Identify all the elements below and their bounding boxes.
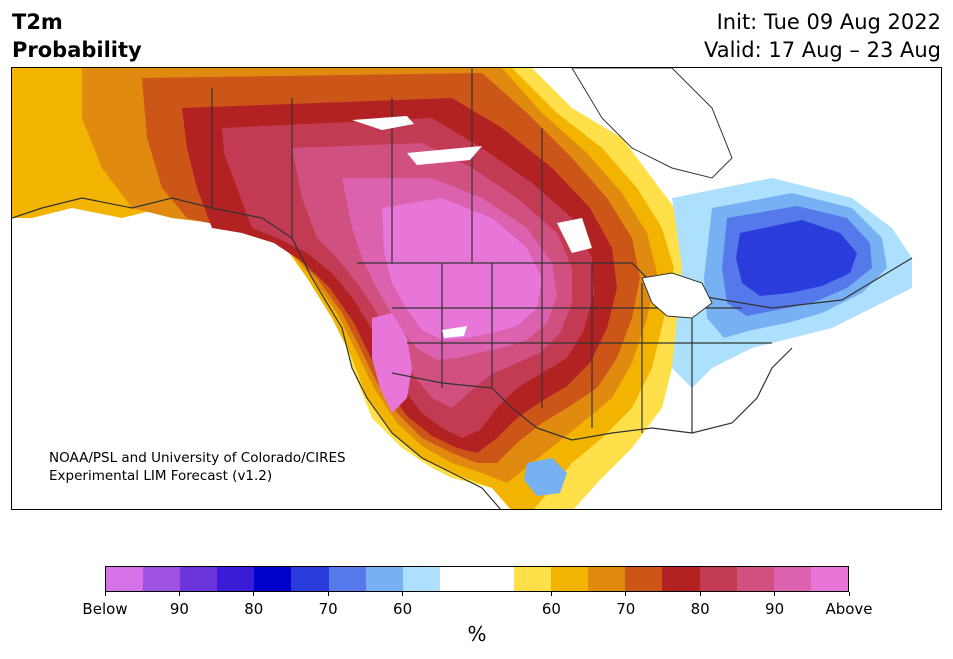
colorbar-segment — [106, 567, 144, 591]
colorbar-tick-mark — [550, 592, 552, 596]
colorbar-tick-mark — [178, 592, 180, 596]
colorbar-tick-label: 60 — [541, 600, 561, 618]
colorbar-segment — [402, 567, 440, 591]
valid-date: Valid: 17 Aug – 23 Aug — [703, 38, 941, 62]
colorbar-segment — [143, 567, 181, 591]
colorbar-tick-label: Above — [825, 600, 873, 618]
colorbar-segment — [217, 567, 255, 591]
colorbar-tick-mark — [699, 592, 701, 596]
colorbar-tick-label: 90 — [765, 600, 785, 618]
forecast-map — [11, 67, 942, 510]
below-band-gulf — [524, 458, 567, 496]
lake-west-3 — [557, 218, 592, 253]
colorbar-tick-mark — [848, 592, 850, 596]
title-type: Probability — [12, 38, 142, 62]
forecast-dates: Init: Tue 09 Aug 2022 Valid: 17 Aug – 23… — [704, 8, 941, 64]
colorbar-segment — [810, 567, 848, 591]
colorbar-tick-mark — [402, 592, 404, 596]
great-lakes — [641, 272, 713, 319]
colorbar-tick-label: 60 — [393, 600, 413, 618]
colorbar-tick-label: Below — [82, 600, 128, 618]
boundary-lines — [12, 68, 913, 509]
colorbar-segment — [180, 567, 218, 591]
data-credit: NOAA/PSL and University of Colorado/CIRE… — [49, 449, 346, 485]
colorbar-unit: % — [467, 622, 487, 646]
colorbar-segment — [328, 567, 366, 591]
colorbar-tick-label: 80 — [690, 600, 710, 618]
colorbar-segment — [551, 567, 589, 591]
lake-west-4 — [442, 326, 467, 338]
colorbar-segment — [625, 567, 663, 591]
colorbar-segment — [514, 567, 552, 591]
colorbar-tick-mark — [774, 592, 776, 596]
colorbar-tick-mark — [327, 592, 329, 596]
colorbar-segment — [773, 567, 811, 591]
title-variable: T2m — [12, 10, 63, 34]
probability-colorbar — [105, 566, 849, 592]
probability-map-layer — [12, 68, 913, 509]
colorbar-tick-label: 80 — [244, 600, 264, 618]
colorbar-segment — [254, 567, 292, 591]
colorbar-segment — [699, 567, 737, 591]
lake-west-2 — [407, 146, 482, 165]
colorbar-segment — [736, 567, 774, 591]
us-canada-border — [357, 257, 913, 309]
colorbar-tick-mark — [104, 592, 106, 596]
lake-west-1 — [352, 116, 414, 130]
credit-line-2: Experimental LIM Forecast (v1.2) — [49, 468, 273, 484]
colorbar-segment — [588, 567, 626, 591]
hudson-bay-water — [571, 68, 733, 179]
colorbar-tick-label: 70 — [616, 600, 636, 618]
init-date: Init: Tue 09 Aug 2022 — [716, 10, 941, 34]
colorbar-segment — [439, 567, 477, 591]
colorbar-tick-mark — [625, 592, 627, 596]
colorbar-segment — [365, 567, 403, 591]
colorbar-segment — [291, 567, 329, 591]
below-band-75 — [736, 220, 857, 296]
above-band-max — [372, 198, 542, 413]
map-title: T2m Probability — [12, 8, 142, 64]
credit-line-1: NOAA/PSL and University of Colorado/CIRE… — [49, 450, 346, 466]
coastline-west — [12, 197, 502, 509]
colorbar-tick-label: 70 — [318, 600, 338, 618]
colorbar-segment — [476, 567, 515, 591]
colorbar-tick-label: 90 — [169, 600, 189, 618]
colorbar-segment — [662, 567, 700, 591]
colorbar-tick-mark — [253, 592, 255, 596]
